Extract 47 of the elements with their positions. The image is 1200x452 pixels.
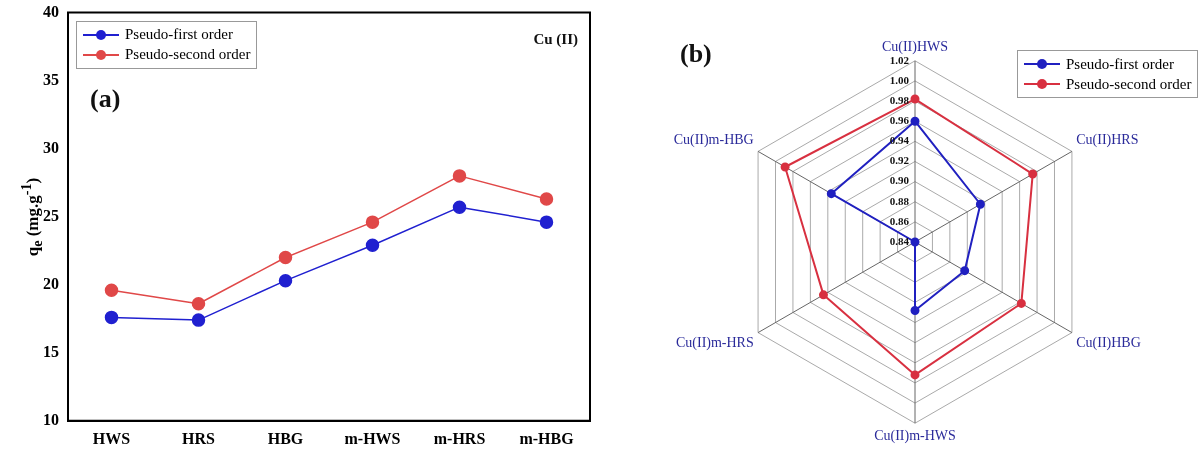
y-tick-label: 1.00	[889, 73, 910, 86]
y-tick-label: 0.84	[889, 234, 910, 247]
point	[104, 310, 119, 325]
x-tick-label: HWS	[92, 429, 131, 447]
point	[539, 192, 554, 206]
spoke-label: Cu(II)m-HRS	[675, 335, 754, 352]
spoke-label: Cu(II)m-HBG	[673, 132, 754, 149]
y-tick-label: 1.02	[889, 53, 910, 66]
y-tick-label: 0.88	[889, 194, 910, 207]
x-tick-label: HBG	[267, 429, 304, 447]
y-tick-label: 15	[43, 342, 59, 360]
legend-label: Pseudo-first order	[1066, 55, 1174, 73]
annotation: Cu (II)	[533, 31, 578, 49]
y-tick-label: 0.92	[889, 154, 910, 167]
y-tick-label: 0.98	[889, 93, 910, 106]
y-tick-label: 25	[43, 206, 59, 224]
spoke-label: Cu(II)HBG	[1076, 335, 1141, 352]
point	[191, 313, 206, 327]
text: (b)	[680, 38, 712, 68]
x-tick-label: HRS	[182, 429, 216, 447]
spoke-label: Cu(II)HWS	[881, 39, 949, 56]
legend-label: Pseudo-second order	[1066, 75, 1192, 93]
point	[452, 169, 467, 183]
y-tick-label: 0.86	[889, 214, 910, 227]
point	[365, 238, 380, 253]
x-tick-label: m-HWS	[344, 429, 401, 447]
y-tick-label: 35	[43, 70, 59, 88]
y-tick-label: 20	[43, 274, 59, 292]
annotation: (a)	[90, 84, 121, 114]
point	[191, 297, 206, 311]
point	[278, 250, 293, 265]
point	[539, 215, 554, 229]
point	[365, 215, 380, 229]
spoke-label: Cu(II)m-HWS	[874, 428, 956, 445]
x-tick-label: m-HBG	[519, 429, 575, 447]
legend-label: Pseudo-first order	[125, 26, 233, 44]
y-tick-label: 30	[43, 138, 59, 156]
y-tick-label: 0.90	[889, 174, 910, 187]
y-tick-label: 10	[43, 410, 59, 428]
y-tick-label: 40	[43, 2, 59, 20]
y-tick-label: 0.96	[889, 114, 910, 127]
point	[104, 283, 119, 297]
legend-label: Pseudo-second order	[125, 46, 251, 64]
point	[452, 200, 467, 214]
point	[278, 273, 293, 288]
x-tick-label: m-HRS	[433, 429, 486, 447]
spoke-label: Cu(II)HRS	[1076, 132, 1139, 149]
